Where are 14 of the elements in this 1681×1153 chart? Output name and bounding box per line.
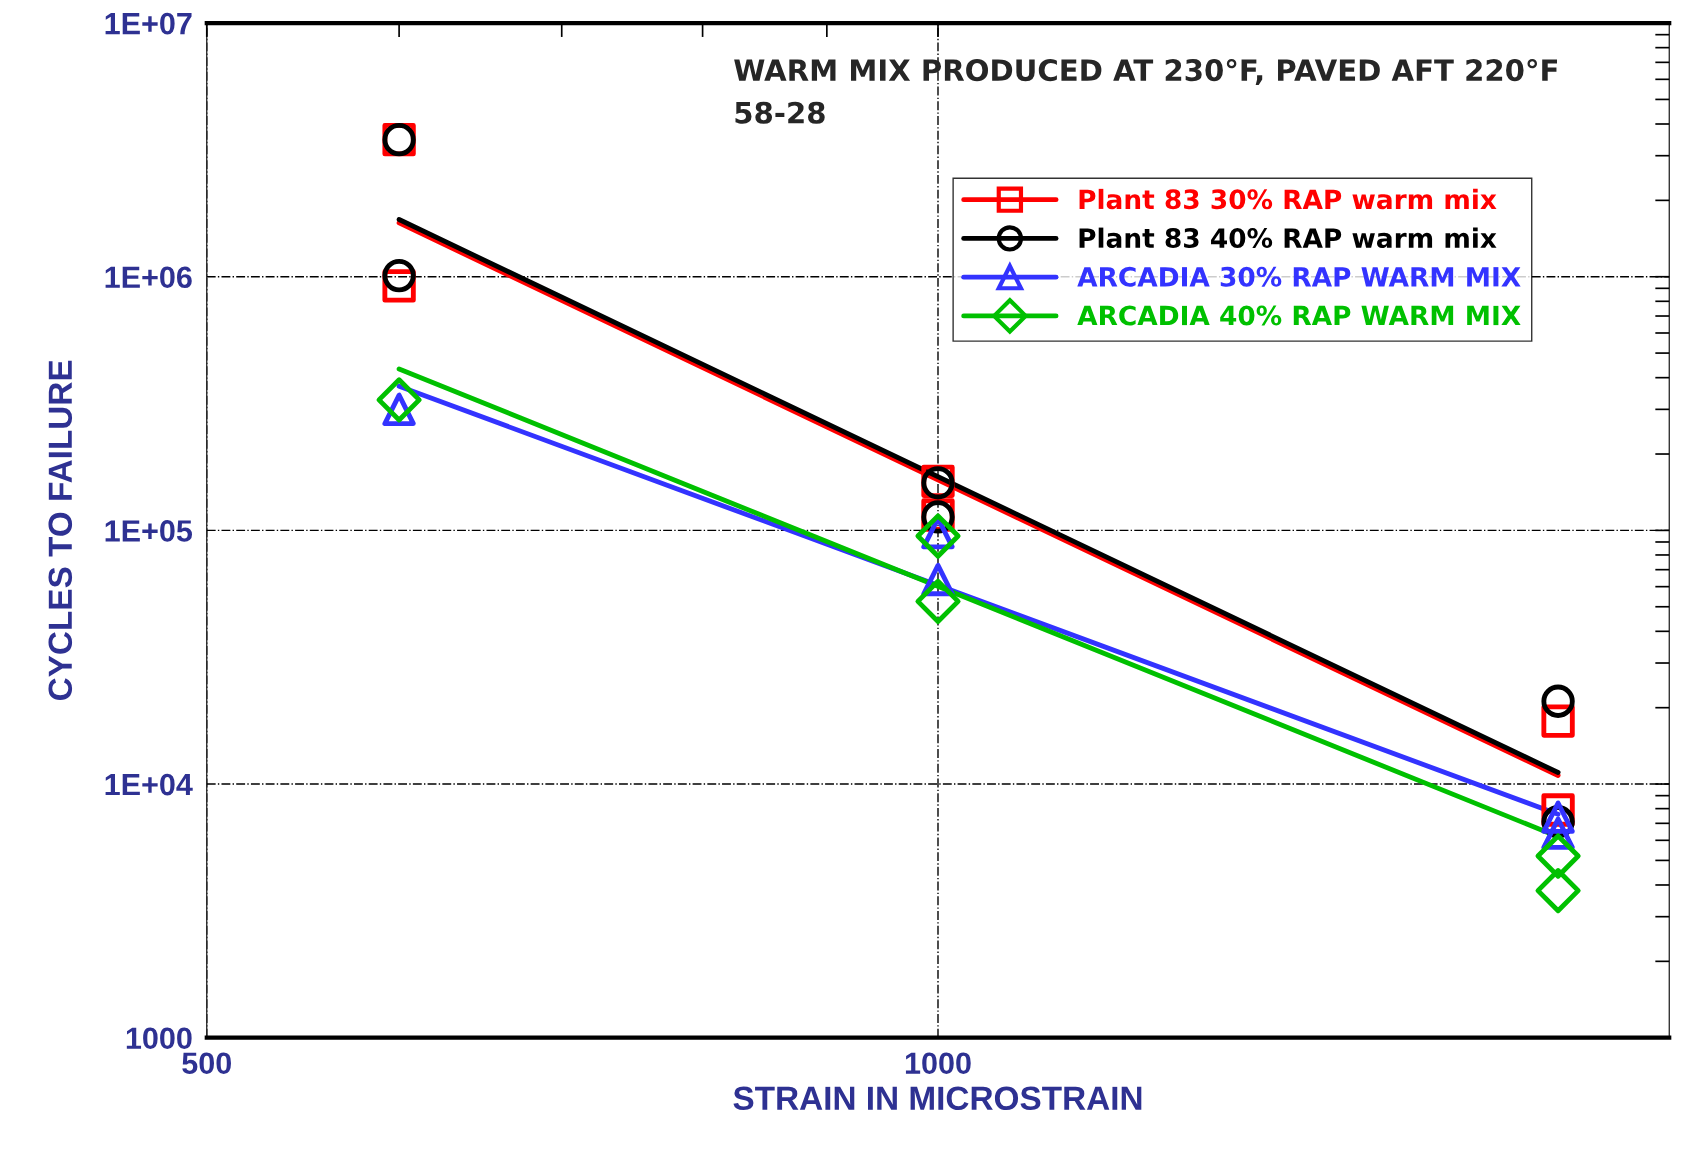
y-tick-label: 1E+05 [105, 520, 193, 542]
y-axis-title: CYCLES TO FAILURE [48, 360, 73, 701]
x-axis-title: STRAIN IN MICROSTRAIN [733, 1086, 1142, 1111]
y-tick-label: 1E+06 [105, 266, 192, 289]
y-tick-label: 1E+04 [105, 773, 193, 796]
y-tick-label: 1000 [126, 1027, 192, 1050]
annotation: WARM MIX PRODUCED AT 230°F, PAVED AFT 220°F [734, 58, 1558, 85]
x-tick-label: 500 [182, 1052, 231, 1075]
legend-label: ARCADIA 30% RAP WARM MIX [1077, 266, 1521, 287]
y-tick-label: 1E+07 [105, 12, 192, 35]
annotation: 58-28 [735, 101, 825, 124]
legend-label: Plant 83 40% RAP warm mix [1079, 227, 1497, 249]
legend-label: ARCADIA 40% RAP WARM MIX [1077, 305, 1521, 326]
legend-label: Plant 83 30% RAP warm mix [1079, 188, 1497, 210]
